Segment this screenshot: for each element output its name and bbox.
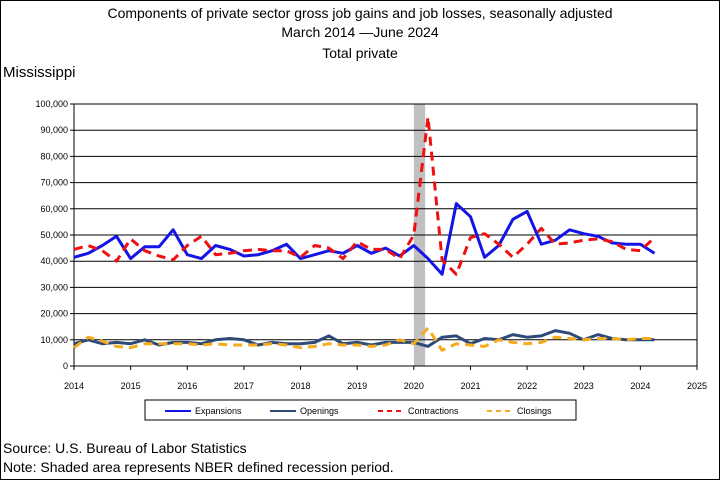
x-tick-label: 2024 [630,381,650,391]
series-expansions-line [73,202,656,276]
plot-area [73,103,698,367]
legend-closings-label: Closings [517,406,552,416]
x-tick-label: 2021 [460,381,480,391]
y-tick-label: 20,000 [40,309,68,319]
series-openings-line [73,329,655,348]
y-tick-label: 10,000 [40,335,68,345]
x-tick-label: 2023 [574,381,594,391]
legend-contractions-label: Contractions [408,406,459,416]
y-tick-label: 40,000 [40,256,68,266]
chart-date-range: March 2014 —June 2024 [281,24,439,40]
legend [144,399,577,421]
y-tick-label: 100,000 [35,99,68,109]
y-tick-label: 90,000 [40,125,68,135]
legend-expansions-label: Expansions [195,406,242,416]
y-tick-label: 30,000 [40,282,68,292]
series-contractions-line [73,115,656,276]
x-tick-label: 2016 [177,381,197,391]
chart-subtitle: Total private [322,45,398,61]
x-tick-label: 2017 [234,381,254,391]
state-label: Mississippi [3,64,76,81]
x-tick-label: 2022 [517,381,537,391]
legend-openings-label: Openings [300,406,339,416]
y-tick-label: 0 [63,361,68,371]
y-tick-label: 60,000 [40,204,68,214]
y-tick-label: 70,000 [40,178,68,188]
x-tick-label: 2020 [404,381,424,391]
recession-note: Note: Shaded area represents NBER define… [3,459,394,475]
series-closings-line [73,326,655,352]
x-tick-label: 2018 [291,381,311,391]
chart-title: Components of private sector gross job g… [107,5,613,21]
source-note: Source: U.S. Bureau of Labor Statistics [3,440,247,456]
x-tick-label: 2015 [121,381,141,391]
x-tick-label: 2019 [347,381,367,391]
y-tick-label: 80,000 [40,151,68,161]
y-tick-label: 50,000 [40,230,68,240]
x-tick-label: 2025 [687,381,707,391]
x-tick-label: 2014 [64,381,84,391]
